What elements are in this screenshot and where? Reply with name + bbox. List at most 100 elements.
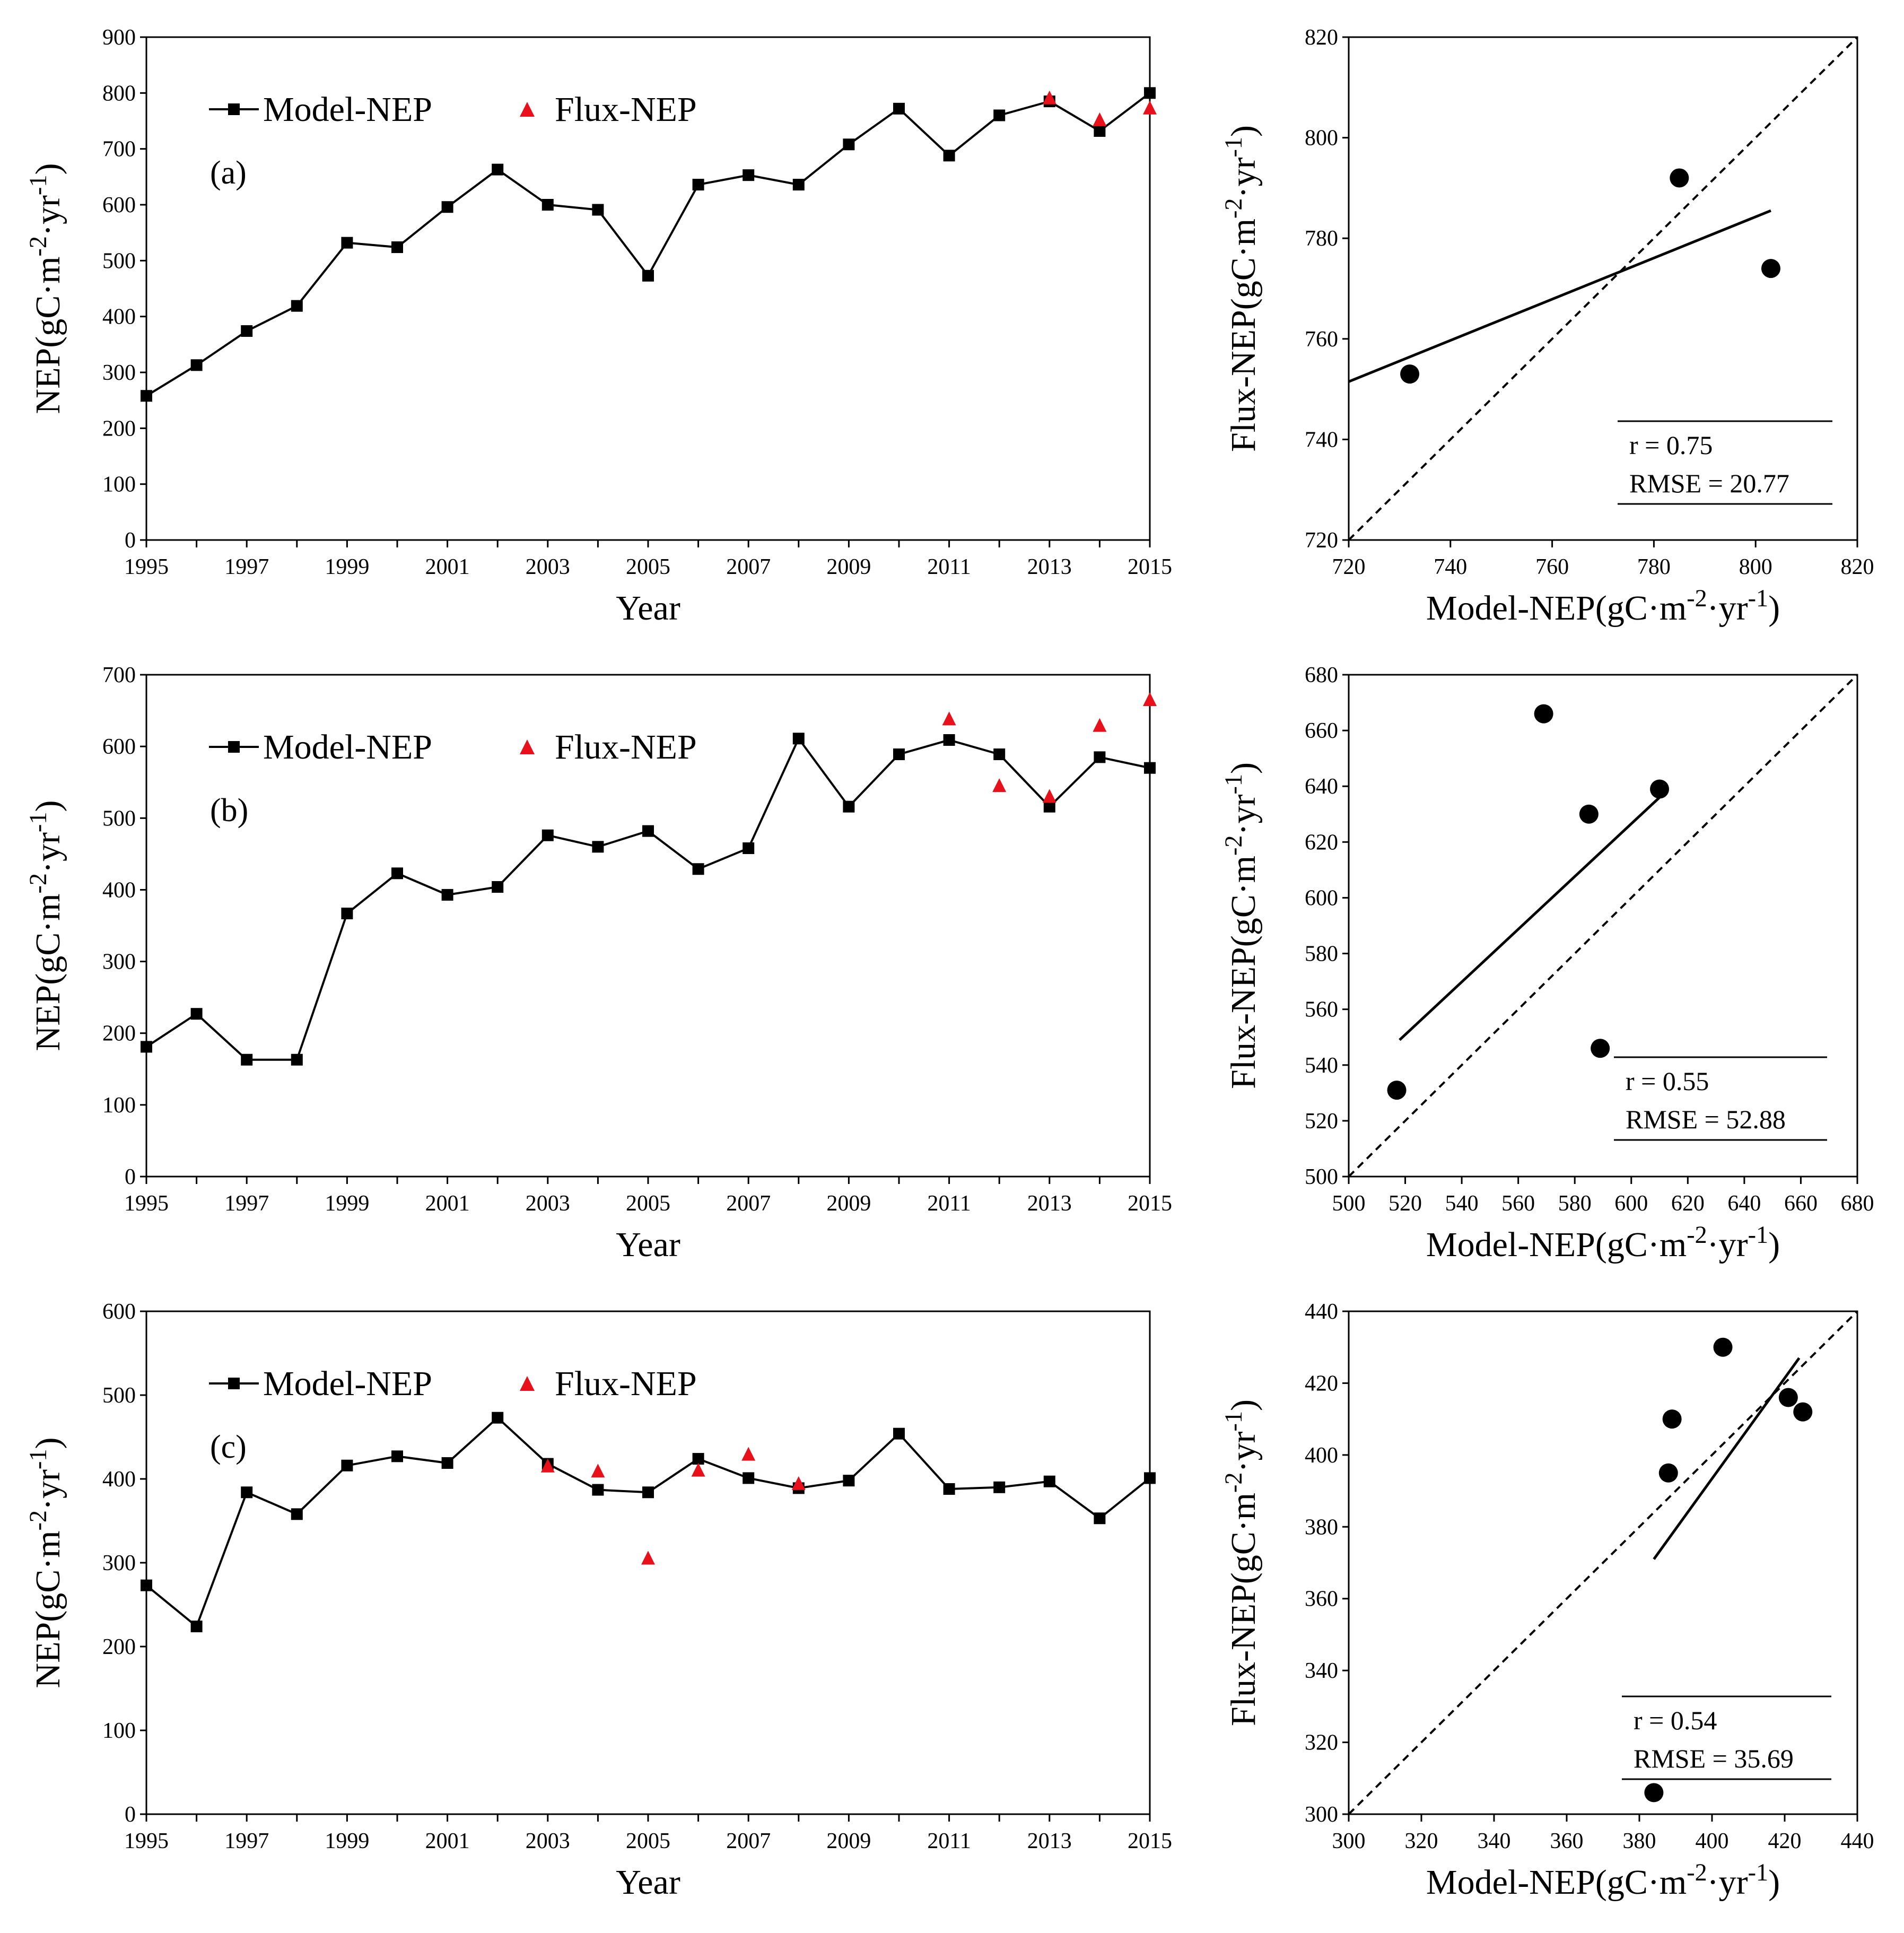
- x-tick-label: 2013: [1027, 1829, 1072, 1853]
- x-tick-label: 800: [1739, 555, 1772, 579]
- stat-r: r = 0.54: [1634, 1705, 1717, 1735]
- y-tick-label: 560: [1305, 998, 1338, 1022]
- model-nep-point: [391, 867, 403, 880]
- model-nep-point: [642, 269, 654, 282]
- model-nep-point: [1043, 800, 1055, 813]
- x-tick-label: 2001: [425, 1829, 470, 1853]
- x-tick-label: 300: [1332, 1829, 1366, 1853]
- model-nep-point: [492, 163, 504, 176]
- model-nep-point: [592, 1484, 604, 1496]
- model-nep-point: [993, 748, 1006, 761]
- scatter-panel-4: 500 520 540 560 580 600 620 640 660 680 500 520 540 5…: [1220, 663, 1874, 1264]
- y-tick-label: 0: [125, 1165, 136, 1189]
- series-line-model-nep: [145, 1416, 1151, 1629]
- one-to-one-line: [1348, 674, 1858, 1178]
- y-tick-label: 500: [102, 249, 136, 273]
- y-tick-label: 900: [102, 25, 136, 50]
- y-axis-title: NEP(gC·m-2·yr-1): [24, 163, 68, 414]
- y-tick-label: 640: [1305, 774, 1338, 799]
- x-tick-label: 2011: [927, 1829, 971, 1853]
- y-axis-title: NEP(gC·m-2·yr-1): [24, 800, 68, 1051]
- model-nep-point: [341, 237, 353, 249]
- y-tick-label: 600: [102, 735, 136, 759]
- x-tick-label: 720: [1332, 555, 1366, 579]
- x-tick-label: 2011: [927, 1191, 971, 1216]
- y-axis-title: Flux-NEP(gC·m-2·yr-1): [1220, 1399, 1263, 1726]
- scatter-point: [1670, 168, 1689, 188]
- panel-label: (b): [210, 793, 248, 829]
- legend-marker-flux-nep: [520, 739, 535, 754]
- scatter-point: [1387, 1081, 1407, 1100]
- scatter-point: [1662, 1409, 1682, 1429]
- x-tick-label: 2001: [425, 1191, 470, 1216]
- legend-label-model-nep: Model-NEP: [263, 728, 432, 767]
- y-tick-label: 820: [1305, 25, 1338, 50]
- y-axis-title: NEP(gC·m-2·yr-1): [24, 1438, 68, 1688]
- y-tick-label: 740: [1305, 428, 1338, 452]
- x-axis-title: Year: [616, 1225, 680, 1264]
- x-tick-label: 1997: [224, 555, 269, 579]
- model-nep-point: [943, 734, 955, 746]
- x-tick-label: 2003: [526, 1829, 570, 1853]
- x-tick-label: 2009: [826, 555, 871, 579]
- model-nep-point: [291, 1053, 303, 1066]
- model-nep-point: [190, 1008, 203, 1020]
- x-tick-label: 2001: [425, 555, 470, 579]
- model-nep-point: [241, 1486, 253, 1499]
- regression-line: [1348, 209, 1771, 383]
- regression-line: [1399, 796, 1661, 1041]
- legend-marker-model-nep: [228, 103, 240, 115]
- x-tick-label: 1995: [124, 1829, 169, 1853]
- x-tick-label: 360: [1550, 1829, 1584, 1853]
- legend-label-model-nep: Model-NEP: [263, 1364, 432, 1403]
- scatter-point: [1650, 779, 1670, 799]
- model-nep-point: [843, 1475, 855, 1487]
- flux-nep-point: [791, 1476, 806, 1490]
- y-tick-label: 0: [125, 528, 136, 553]
- x-tick-label: 600: [1614, 1191, 1648, 1216]
- model-nep-point: [893, 748, 905, 761]
- model-nep-point: [642, 1486, 654, 1499]
- y-tick-label: 500: [102, 806, 136, 831]
- plot-frame: [1348, 36, 1858, 541]
- model-nep-point: [141, 1579, 152, 1591]
- model-nep-point: [743, 1472, 755, 1484]
- legend-label-flux-nep: Flux-NEP: [555, 1364, 697, 1403]
- plot-frame: [1348, 1310, 1858, 1815]
- y-tick-label: 400: [102, 1467, 136, 1492]
- model-nep-point: [943, 150, 955, 162]
- y-tick-label: 300: [102, 361, 136, 385]
- x-axis-title: Model-NEP(gC·m-2·yr-1): [1426, 1221, 1780, 1265]
- x-tick-label: 420: [1768, 1829, 1802, 1853]
- model-nep-point: [341, 1459, 353, 1471]
- x-tick-label: 660: [1784, 1191, 1818, 1216]
- model-nep-point: [441, 201, 453, 213]
- x-axis-title: Model-NEP(gC·m-2·yr-1): [1426, 1859, 1780, 1902]
- y-tick-label: 420: [1305, 1371, 1338, 1396]
- model-nep-point: [190, 359, 203, 371]
- y-tick-label: 200: [102, 416, 136, 441]
- scatter-point: [1761, 259, 1780, 278]
- x-axis-title: Year: [616, 589, 680, 628]
- y-tick-label: 500: [1305, 1165, 1338, 1189]
- flux-nep-point: [1042, 90, 1056, 105]
- y-tick-label: 340: [1305, 1659, 1338, 1683]
- y-tick-label: 380: [1305, 1515, 1338, 1539]
- x-tick-label: 2007: [726, 555, 771, 579]
- model-nep-point: [492, 881, 504, 893]
- legend-marker-flux-nep: [520, 1376, 535, 1391]
- legend-marker-model-nep: [228, 1378, 240, 1389]
- flux-nep-point: [1093, 112, 1107, 126]
- panel-label: (c): [210, 1429, 247, 1465]
- y-axis-title: Flux-NEP(gC·m-2·yr-1): [1220, 762, 1263, 1089]
- flux-nep-point: [992, 778, 1007, 793]
- model-nep-point: [893, 102, 905, 115]
- model-nep-point: [541, 829, 554, 841]
- y-tick-label: 320: [1305, 1731, 1338, 1755]
- one-to-one-line: [1348, 1310, 1858, 1815]
- model-nep-point: [893, 1427, 905, 1440]
- y-tick-label: 800: [102, 81, 136, 106]
- y-tick-label: 100: [102, 1093, 136, 1118]
- model-nep-point: [993, 109, 1006, 121]
